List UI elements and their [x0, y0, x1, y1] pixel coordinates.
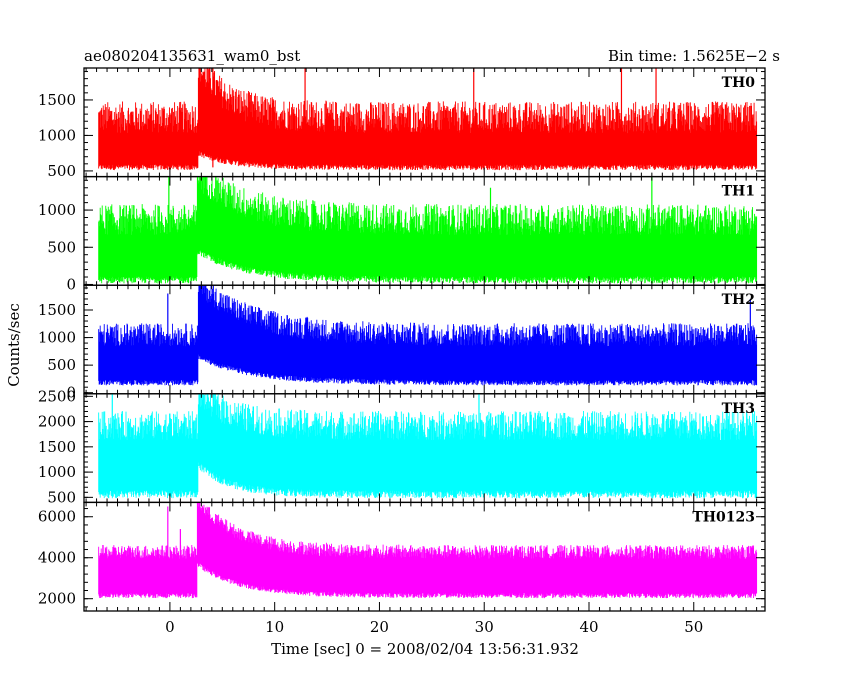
- y-tick-label: 0: [66, 275, 76, 293]
- y-tick-label: 1000: [38, 201, 76, 219]
- y-tick-label: 500: [47, 162, 76, 180]
- y-tick-label: 500: [47, 488, 76, 506]
- header-bin-time: Bin time: 1.5625E−2 s: [608, 47, 780, 65]
- y-tick-label: 6000: [38, 508, 76, 526]
- series-th0123: [98, 502, 758, 599]
- y-tick-label: 1000: [38, 463, 76, 481]
- panel-th2: 0 500 1000 1500 TH2: [38, 284, 766, 402]
- y-tick-label: 2500: [38, 387, 76, 405]
- panel-th0: 500 1000 1500 TH0: [38, 67, 766, 180]
- panel-label: TH1: [722, 184, 755, 200]
- panels-group: 50010001500TH005001000TH1050010001500TH2…: [38, 67, 766, 636]
- header-left-title: ae080204135631_wam0_bst: [84, 47, 300, 65]
- series-th1: [98, 176, 758, 284]
- panel-th0123: 2000 4000 6000 TH0123: [38, 501, 766, 612]
- y-axis-label: Counts/sec: [5, 303, 23, 387]
- panel-label: TH0: [722, 75, 756, 91]
- series-th3: [98, 393, 758, 499]
- x-tick-label: 40: [579, 618, 598, 636]
- series-th0: [98, 68, 758, 171]
- x-axis-label: Time [sec] 0 = 2008/02/04 13:56:31.932: [271, 640, 579, 658]
- panel-label: TH3: [722, 401, 755, 417]
- y-tick-label: 1500: [38, 91, 76, 109]
- panel-th1: 0 500 1000 TH1: [38, 175, 766, 293]
- panel-frame: [83, 501, 766, 612]
- panel-label: TH0123: [692, 509, 755, 525]
- x-tick-label: 0: [165, 618, 175, 636]
- y-tick-label: 2000: [38, 590, 76, 608]
- y-tick-label: 4000: [38, 549, 76, 567]
- panel-label: TH2: [722, 292, 755, 308]
- y-tick-label: 1000: [38, 329, 76, 347]
- y-tick-label: 500: [47, 356, 76, 374]
- y-tick-label: 500: [47, 238, 76, 256]
- panel-th3: 500 1000 1500 2000 2500 TH3: [38, 387, 766, 506]
- y-tick-label: 1000: [38, 126, 76, 144]
- series-th2: [98, 285, 758, 386]
- y-tick-label: 1500: [38, 438, 76, 456]
- x-tick-label: 50: [684, 618, 703, 636]
- y-tick-label: 1500: [38, 301, 76, 319]
- x-tick-label: 10: [265, 618, 284, 636]
- y-tick-label: 2000: [38, 413, 76, 431]
- x-tick-label: 20: [370, 618, 389, 636]
- y-tick-label: 0: [66, 384, 76, 402]
- x-tick-label: 30: [475, 618, 494, 636]
